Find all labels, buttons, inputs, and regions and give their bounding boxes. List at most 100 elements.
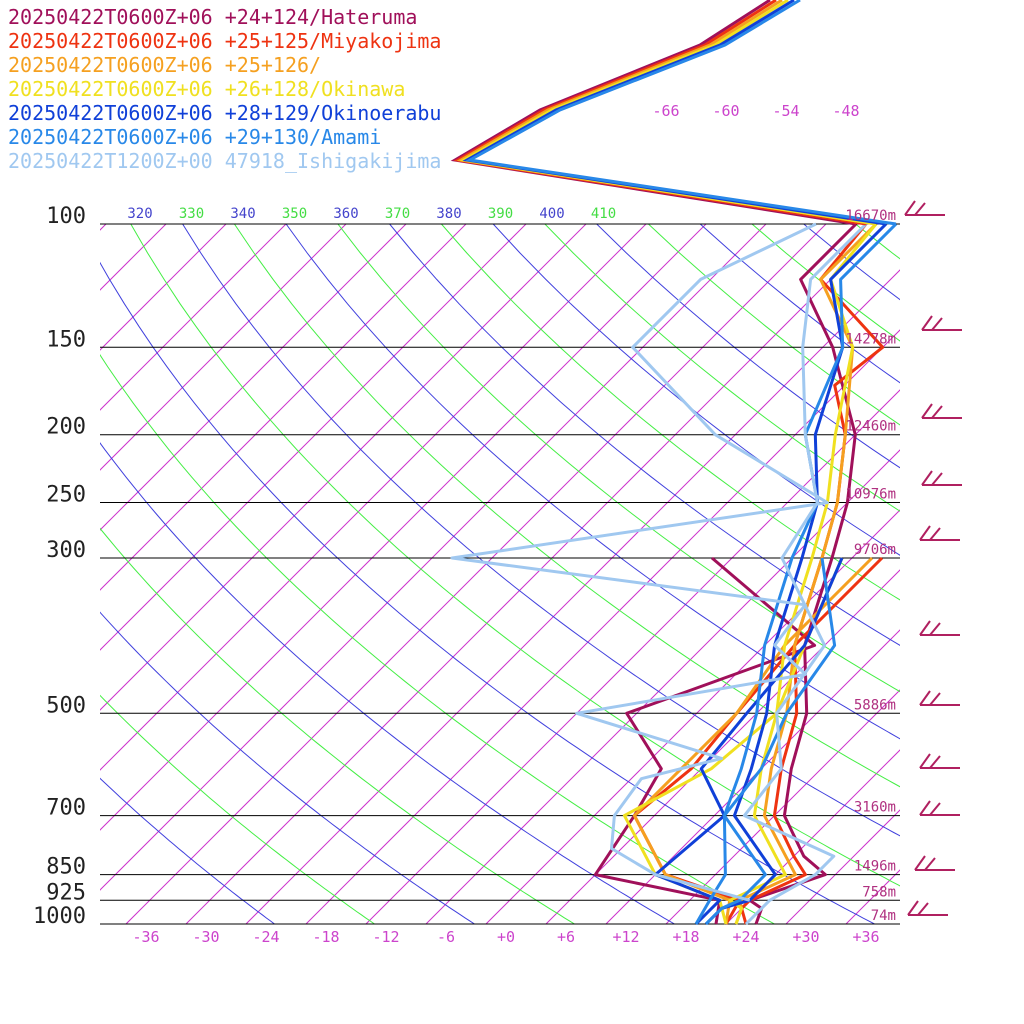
isotherm-label: -60 [712,102,739,120]
x-tick-label: -36 [132,928,159,946]
wind-barb-flag [919,525,931,541]
pressure-label: 925 [46,880,86,905]
x-tick-label: +0 [497,928,515,946]
wind-barb-flag [921,315,933,331]
legend-entry: 20250422T0600Z+06 +26+128/Okinawa [8,77,405,101]
isotherm-label: -48 [832,102,859,120]
temperature-line [740,223,885,925]
height-label: 10976m [845,487,896,503]
x-tick-label: +24 [732,928,759,946]
pressure-label: 500 [46,693,86,718]
height-label: 12460m [845,419,896,435]
wind-barb-flag [929,755,941,769]
wind-barb-flag [929,622,941,636]
isotherm-line [100,224,467,591]
pressure-label: 250 [46,483,86,508]
legend-entry: 20250422T0600Z+06 +29+130/Amami [8,125,381,149]
pressure-label: 200 [46,415,86,440]
isotherm-line [665,689,900,924]
isotherm-line [100,224,227,351]
wind-barb-flag [919,800,931,816]
isotherm-line [100,224,287,411]
theta-label: 410 [591,206,616,222]
wind-barb-flag [919,620,931,636]
wind-barb-flag [931,405,943,419]
isotherm-line [100,224,527,651]
x-tick-label: -18 [312,928,339,946]
legend-entry: 20250422T0600Z+06 +24+124/Hateruma [8,5,417,29]
legend-entry: 20250422T1200Z+00 47918_Ishigakijima [8,149,441,173]
isotherm-line [100,224,587,711]
height-label: 3160m [854,800,896,816]
dry-adiabat-line [100,777,275,924]
wind-barb-flag [921,470,933,486]
temperature-line [704,222,898,926]
isotherm-line [100,224,347,471]
wind-barb-flag [919,690,931,706]
wind-barb-flag [924,857,936,871]
theta-label: 370 [385,206,410,222]
wind-barb-flag [921,403,933,419]
moist-adiabat-line [233,224,900,788]
legend-entry: 20250422T0600Z+06 +25+126/ [8,53,321,77]
pressure-label: 100 [46,204,86,229]
isotherm-line [545,569,900,924]
wind-barb-flag [929,692,941,706]
isotherm-line [0,224,46,924]
isotherm-line [125,224,827,924]
wind-barb-flag [914,855,926,871]
theta-label: 340 [230,206,255,222]
legend-entry: 20250422T0600Z+06 +25+125/Miyakojima [8,29,441,53]
height-label: 16670m [845,208,896,224]
wind-barbs [904,200,962,916]
height-label: 9706m [854,542,896,558]
height-label: 14278m [845,331,896,347]
dewpoint-line [653,557,844,926]
isotherm-line [100,224,767,891]
theta-label: 320 [127,206,152,222]
x-tick-label: -6 [437,928,455,946]
temperature-line [742,222,868,926]
x-tick-label: -24 [252,928,279,946]
isobar-lines [100,223,900,925]
moist-adiabat-line [100,527,575,924]
wind-barb-flag [929,802,941,816]
axis-labels: 100 16670m 150 14278m 200 12460m 250 10976m 300 9… [33,102,896,946]
x-tick-label: +18 [672,928,699,946]
isotherm-line [966,224,1024,924]
moist-adiabat-line [959,224,1024,924]
x-tick-label: -12 [372,928,399,946]
theta-label: 390 [488,206,513,222]
wind-barb-flag [917,902,929,916]
pressure-label: 150 [46,327,86,352]
height-label: 758m [862,884,896,900]
legend-entry: 20250422T0600Z+06 +28+129/Okinoerabu [8,101,441,125]
x-tick-label: +12 [612,928,639,946]
theta-label: 360 [333,206,358,222]
dewpoint-line [632,556,874,925]
background-lines [0,224,1024,924]
wind-barb-flag [907,900,919,916]
dewpoint-line [450,222,829,902]
x-tick-label: -30 [192,928,219,946]
wind-barb-flag [904,200,916,216]
wind-barb-flag [919,753,931,769]
pressure-label: 850 [46,855,86,880]
wind-barb-flag [914,202,926,216]
pressure-label: 1000 [33,904,86,929]
x-tick-label: +30 [792,928,819,946]
isotherm-line [100,224,407,531]
theta-label: 350 [282,206,307,222]
moist-adiabat-line [337,224,900,693]
height-label: 1496m [854,859,896,875]
upper-temperature-line [465,0,897,226]
x-tick-label: +36 [852,928,879,946]
height-label: 5886m [854,697,896,713]
wind-barb-flag [931,317,943,331]
dry-adiabat-line [182,224,900,837]
theta-label: 330 [179,206,204,222]
isotherm-label: -66 [652,102,679,120]
wind-barb-flag [929,527,941,541]
isotherm-line [425,449,900,924]
